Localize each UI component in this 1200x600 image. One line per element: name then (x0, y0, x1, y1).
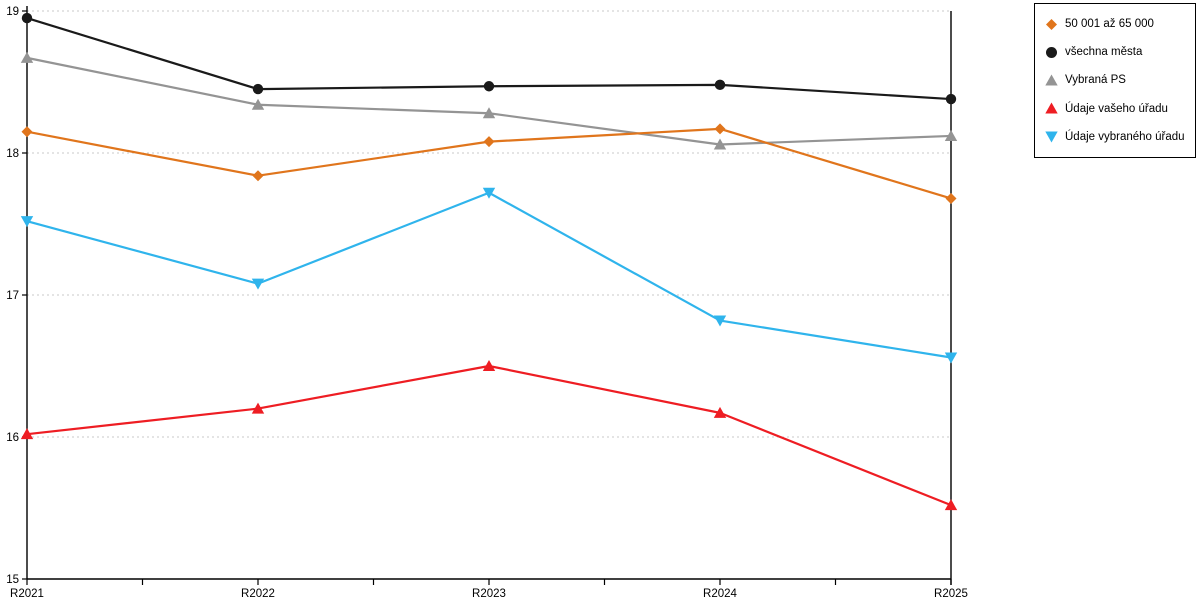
legend-item-1: všechna města (1044, 45, 1191, 60)
triangle-up-icon (944, 499, 958, 511)
legend: 50 001 až 65 000 všechna města Vybraná PS Ú… (1034, 3, 1196, 158)
y-tick-label-16: 16 (6, 432, 19, 444)
circle-icon (483, 81, 495, 92)
legend-label: 50 001 až 65 000 (1065, 18, 1154, 31)
legend-label: všechna města (1065, 46, 1143, 59)
triangle-down-icon (1045, 131, 1058, 143)
diamond-icon (714, 123, 726, 135)
series-line-3 (26, 364, 952, 507)
diamond-icon (483, 136, 495, 148)
legend-item-2: Vybraná PS (1044, 73, 1191, 88)
triangle-down-icon (482, 187, 496, 199)
circle-icon (21, 12, 33, 24)
triangle-down-icon (20, 216, 34, 228)
triangle-up-icon (482, 107, 496, 119)
circle-icon (252, 83, 264, 95)
triangle-up-icon (713, 406, 727, 418)
triangle-up-icon (20, 51, 34, 63)
legend-label: Údaje vašeho úřadu (1065, 102, 1168, 115)
triangle-up-icon (1045, 102, 1058, 114)
legend-item-4: Údaje vybraného úřadu (1044, 129, 1191, 144)
triangle-down-icon (713, 315, 727, 327)
series-line-4 (26, 191, 952, 359)
triangle-up-icon (713, 138, 727, 150)
x-tick-label-R2024: R2024 (703, 588, 737, 600)
circle-icon (1046, 46, 1057, 58)
series-line-2 (26, 56, 952, 146)
x-tick-label-R2025: R2025 (934, 588, 968, 600)
x-tick-label-R2021: R2021 (10, 588, 44, 600)
diamond-icon (252, 170, 264, 182)
triangle-down-icon (251, 278, 265, 290)
diamond-icon (1046, 18, 1057, 30)
y-tick-label-17: 17 (6, 290, 19, 302)
x-tick-label-R2023: R2023 (472, 588, 506, 600)
x-tick-label-R2022: R2022 (241, 588, 275, 600)
y-tick-label-15: 15 (6, 574, 19, 586)
diamond-icon (945, 192, 957, 204)
circle-icon (714, 79, 726, 91)
y-tick-label-18: 18 (6, 148, 19, 160)
triangle-up-icon (1045, 74, 1058, 86)
diamond-icon (21, 126, 33, 138)
triangle-down-icon (944, 352, 958, 364)
triangle-up-icon (944, 129, 958, 141)
circle-icon (945, 93, 957, 105)
legend-label: Údaje vybraného úřadu (1065, 130, 1185, 143)
triangle-up-icon (251, 402, 265, 414)
y-tick-label-19: 19 (6, 6, 19, 18)
triangle-up-icon (482, 360, 496, 371)
triangle-up-icon (251, 98, 265, 110)
triangle-up-icon (20, 428, 34, 440)
legend-label: Vybraná PS (1065, 74, 1126, 87)
legend-item-0: 50 001 až 65 000 (1044, 17, 1191, 32)
legend-item-3: Údaje vašeho úřadu (1044, 101, 1191, 116)
